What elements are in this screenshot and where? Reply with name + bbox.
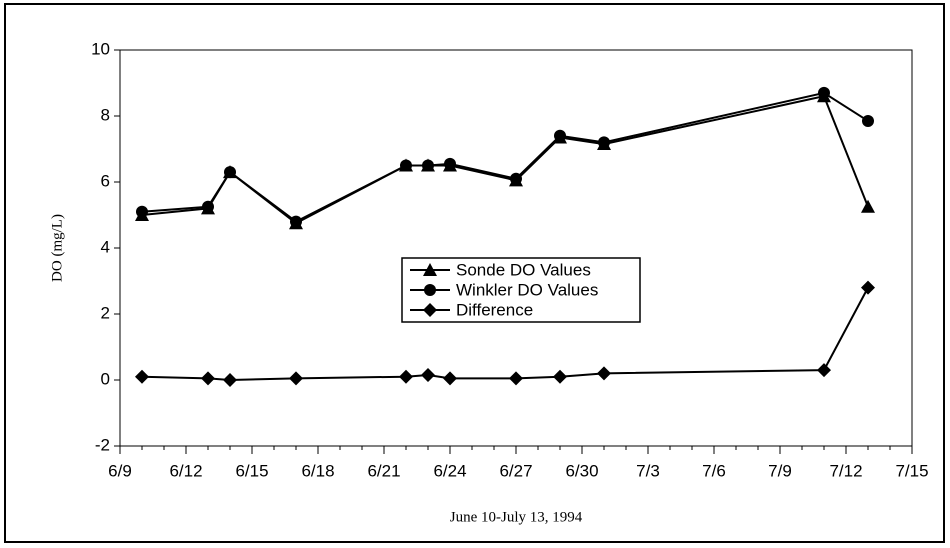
legend-marker [423, 263, 437, 276]
y-tick-label: 4 [101, 237, 110, 256]
x-tick-label: 7/15 [895, 461, 928, 480]
marker [201, 371, 215, 386]
plot-area [119, 49, 913, 447]
legend-marker [424, 284, 436, 296]
marker [818, 86, 830, 99]
chart-frame [4, 3, 945, 543]
marker [597, 366, 611, 381]
x-tick-label: 6/24 [433, 461, 466, 480]
x-tick-label: 6/12 [169, 461, 202, 480]
marker [223, 373, 237, 387]
legend-marker [423, 303, 437, 317]
marker [861, 199, 875, 213]
marker [509, 371, 523, 386]
marker [443, 371, 457, 386]
y-tick-label: 0 [101, 369, 110, 388]
marker [554, 129, 566, 142]
y-tick-label: 6 [101, 171, 110, 190]
x-tick-label: 7/9 [768, 461, 792, 480]
marker [510, 172, 522, 185]
series-line [141, 95, 869, 225]
marker [598, 136, 610, 149]
y-tick-label: 2 [101, 303, 110, 322]
y-tick-label: 8 [101, 105, 110, 124]
marker [553, 369, 567, 384]
x-tick-label: 6/18 [301, 461, 334, 480]
x-tick-label: 6/21 [367, 461, 400, 480]
marker [817, 363, 831, 378]
marker [135, 369, 149, 384]
y-axis-title: DO (mg/L) [49, 214, 65, 282]
marker [224, 166, 236, 179]
marker [202, 200, 214, 213]
marker [422, 159, 434, 172]
x-tick-label: 6/15 [235, 461, 268, 480]
marker [399, 369, 413, 384]
y-tick-label: 10 [91, 39, 110, 58]
marker [444, 157, 456, 170]
x-tick-label: 6/9 [108, 461, 132, 480]
marker [136, 205, 148, 218]
x-tick-label: 7/3 [636, 461, 660, 480]
marker [400, 159, 412, 172]
legend-label: Difference [456, 300, 533, 319]
x-tick-label: 7/6 [702, 461, 726, 480]
marker [421, 368, 435, 383]
y-tick-label: -2 [95, 435, 110, 454]
x-tick-label: 6/27 [499, 461, 532, 480]
marker [290, 215, 302, 228]
x-tick-label: 6/30 [565, 461, 598, 480]
legend-label: Sonde DO Values [456, 260, 591, 279]
series-line [141, 91, 869, 223]
marker [289, 371, 303, 386]
x-tick-label: 7/12 [829, 461, 862, 480]
legend-label: Winkler DO Values [456, 280, 598, 299]
x-axis-title: June 10-July 13, 1994 [450, 509, 583, 525]
marker [861, 280, 875, 295]
marker [862, 114, 874, 127]
